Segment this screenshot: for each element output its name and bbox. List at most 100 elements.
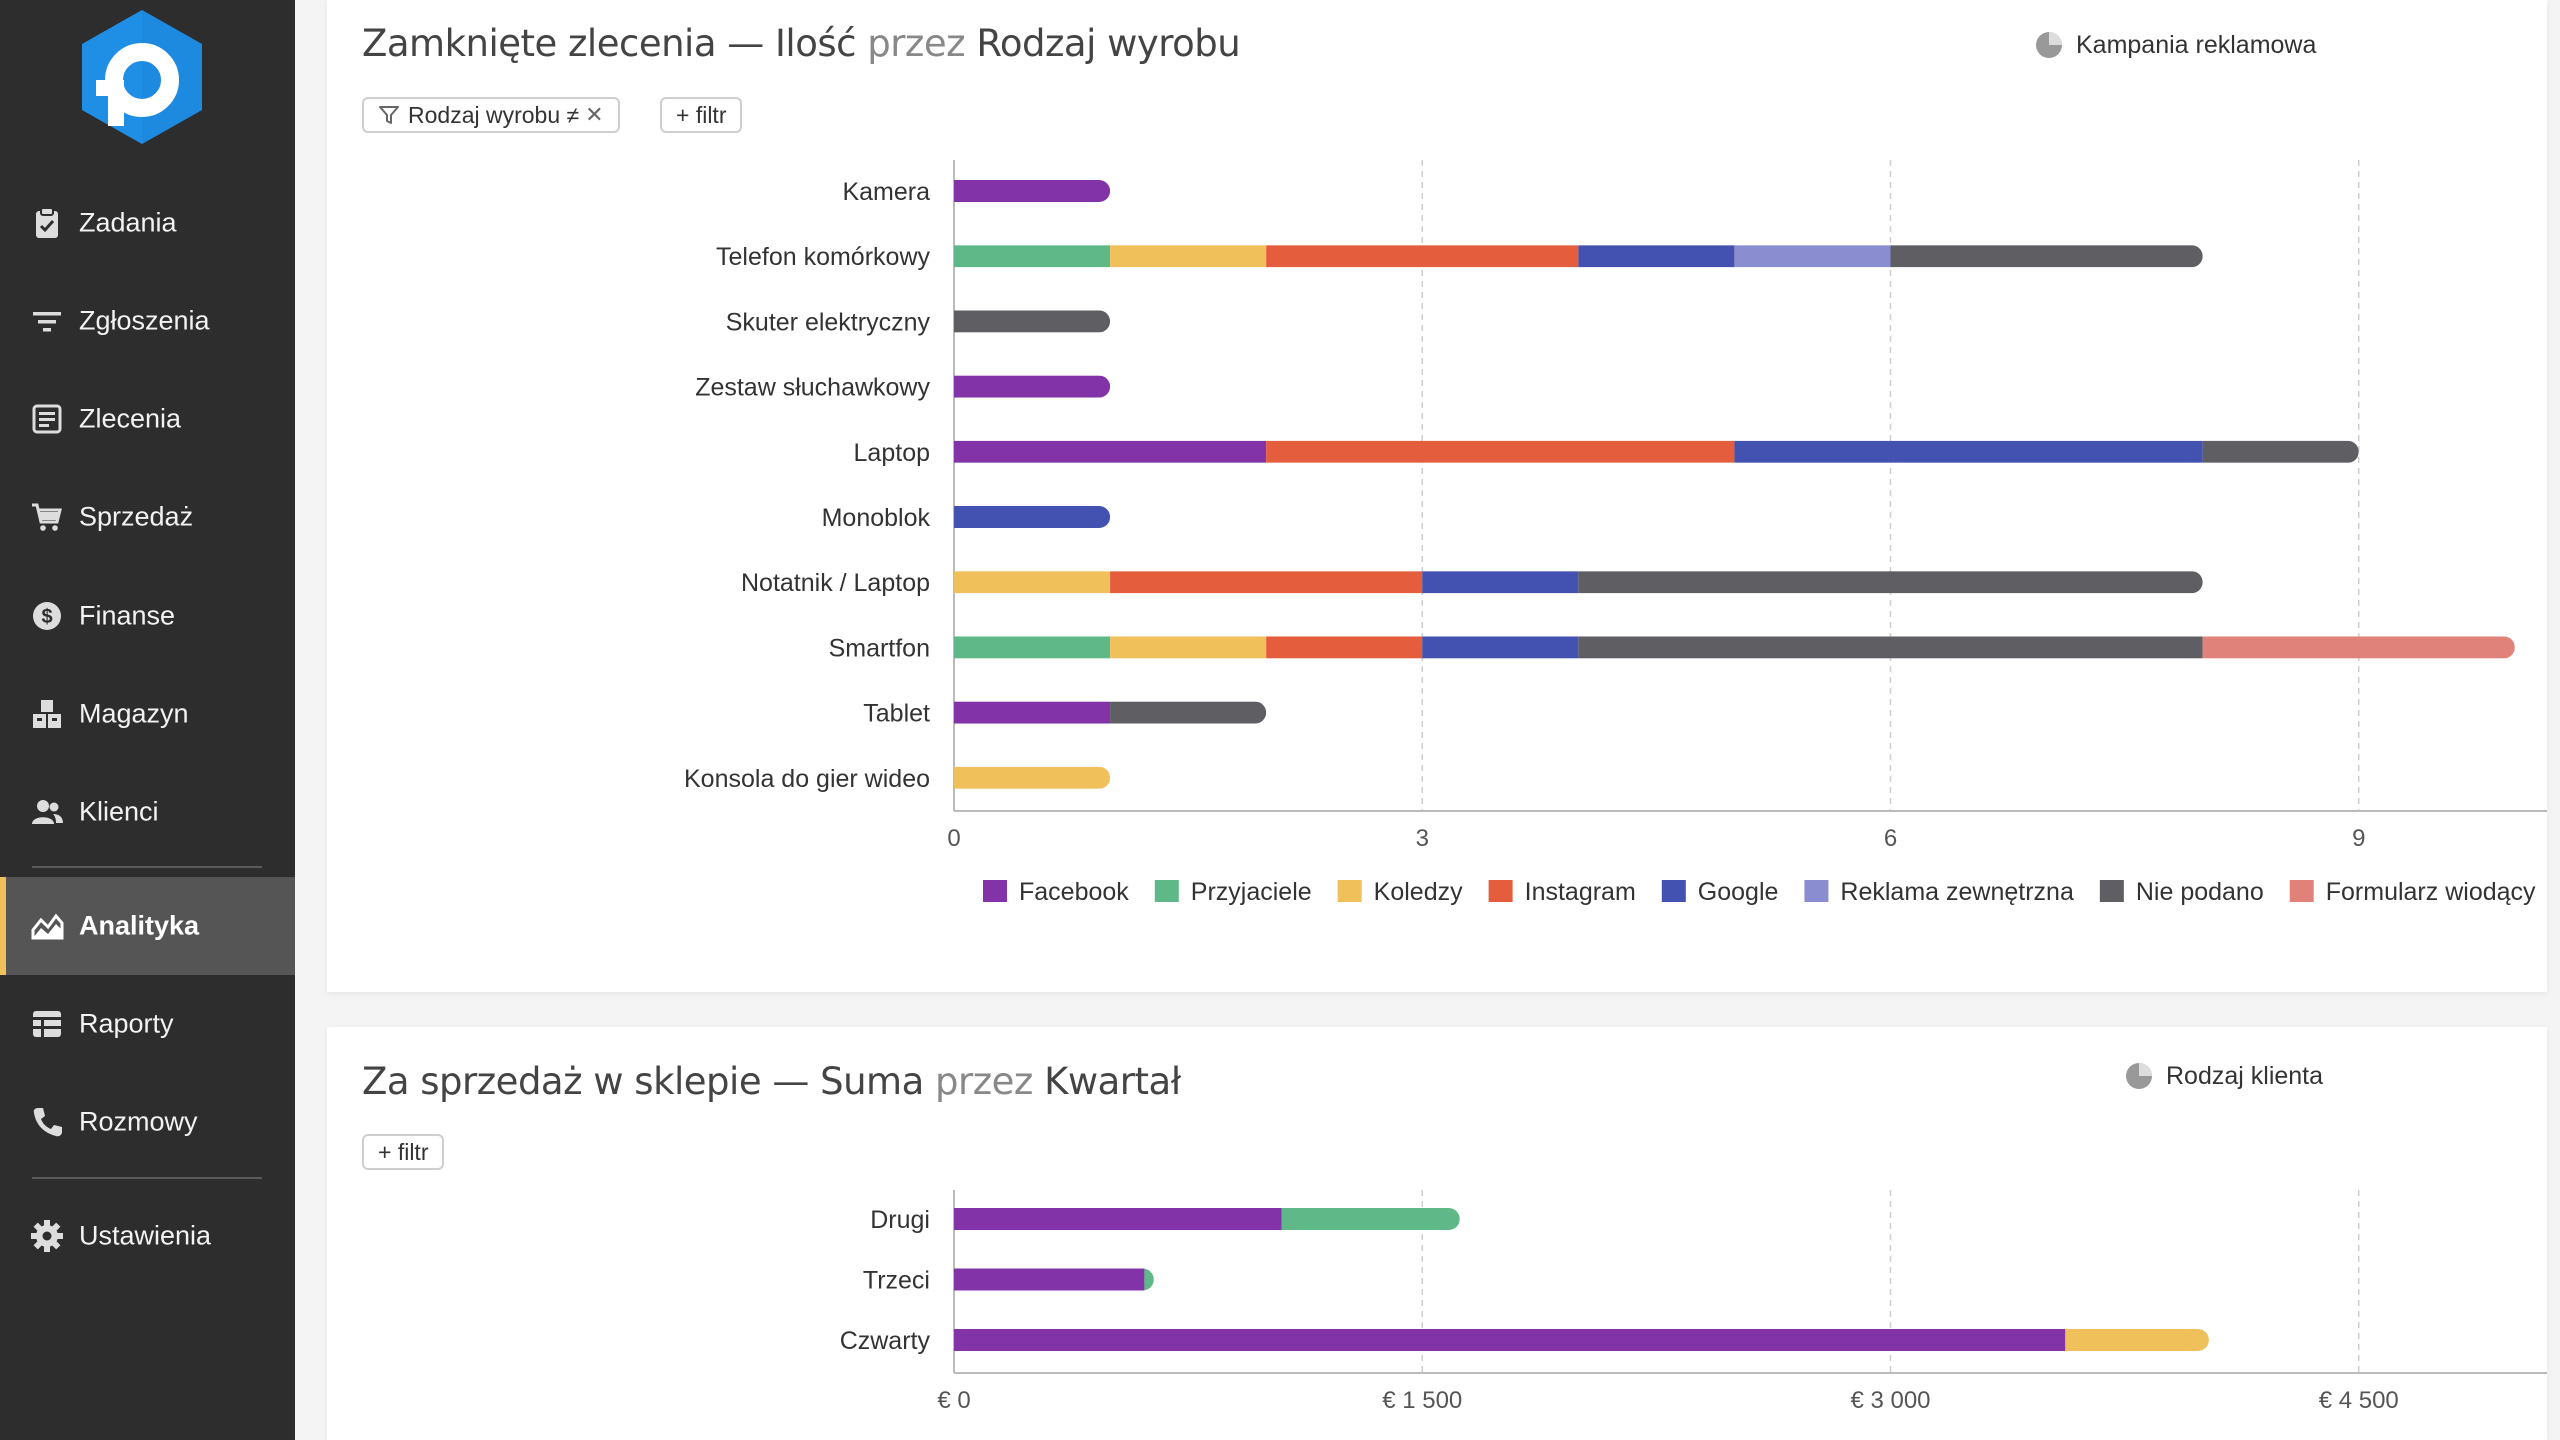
bar-row[interactable] bbox=[954, 1329, 2209, 1351]
legend-swatch bbox=[1488, 880, 1513, 902]
sidebar-item-ustawienia[interactable]: Ustawienia bbox=[0, 1187, 295, 1285]
card-title: Za sprzedaż w sklepie — Suma przez Kwart… bbox=[362, 1060, 1181, 1103]
legend-item[interactable]: Google bbox=[1661, 878, 1779, 906]
bar-segment[interactable] bbox=[954, 636, 1111, 659]
bar-segment[interactable] bbox=[1110, 245, 1267, 268]
chart-area-icon bbox=[31, 913, 64, 940]
add-filter-button[interactable]: + filtr bbox=[362, 1134, 445, 1170]
bar-row[interactable] bbox=[954, 440, 2359, 463]
bar-segment[interactable] bbox=[954, 571, 1111, 594]
sidebar-item-zlecenia[interactable]: Zlecenia bbox=[0, 370, 295, 468]
bar-segment[interactable] bbox=[954, 1208, 1282, 1230]
sidebar-divider bbox=[32, 866, 262, 868]
sidebar-item-rozmowy[interactable]: Rozmowy bbox=[0, 1073, 295, 1171]
bar-row[interactable] bbox=[954, 766, 1111, 789]
bar-segment[interactable] bbox=[1734, 245, 1891, 268]
sidebar-item-analityka[interactable]: Analityka bbox=[0, 877, 295, 975]
legend-item[interactable]: Reklama zewnętrzna bbox=[1804, 878, 2074, 906]
bar-segment[interactable] bbox=[954, 310, 1111, 333]
bar-segment[interactable] bbox=[1578, 636, 2203, 659]
legend-label: Google bbox=[1698, 878, 1779, 906]
document-icon bbox=[32, 404, 62, 434]
sidebar-item-label: Sprzedaż bbox=[79, 501, 194, 532]
legend-item[interactable]: Koledzy bbox=[1337, 878, 1463, 906]
bar-segment[interactable] bbox=[2202, 440, 2359, 463]
bar-segment[interactable] bbox=[954, 375, 1111, 398]
bar-segment[interactable] bbox=[954, 766, 1111, 789]
sidebar-item-zgłoszenia[interactable]: Zgłoszenia bbox=[0, 272, 295, 370]
bar-segment[interactable] bbox=[954, 180, 1111, 202]
bar-segment[interactable] bbox=[1110, 636, 1267, 659]
bar-segment[interactable] bbox=[1110, 571, 1423, 594]
title-dimension: Rodzaj wyrobu bbox=[976, 22, 1241, 65]
bar-segment[interactable] bbox=[1890, 245, 2203, 268]
bar-segment[interactable] bbox=[1266, 440, 1735, 463]
legend-item[interactable]: Instagram bbox=[1488, 878, 1636, 906]
bar-segment[interactable] bbox=[1422, 636, 1579, 659]
bar-segment[interactable] bbox=[954, 506, 1111, 528]
boxes-icon bbox=[33, 700, 61, 728]
y-category-label: Zestaw słuchawkowy bbox=[695, 374, 930, 402]
logo-icon[interactable] bbox=[78, 6, 206, 148]
sidebar-item-magazyn[interactable]: Magazyn bbox=[0, 665, 295, 763]
bar-segment[interactable] bbox=[954, 1329, 2066, 1351]
bar-segment[interactable] bbox=[954, 1268, 1145, 1291]
bar-segment[interactable] bbox=[954, 701, 1111, 724]
sidebar-item-raporty[interactable]: Raporty bbox=[0, 975, 295, 1073]
bar-row[interactable] bbox=[954, 1208, 1460, 1230]
y-category-label: Skuter elektryczny bbox=[726, 308, 931, 336]
bar-row[interactable] bbox=[954, 180, 1111, 202]
legend-item[interactable]: Formularz wiodący bbox=[2289, 878, 2536, 906]
legend-item[interactable]: Facebook bbox=[983, 878, 1129, 906]
bar-segment[interactable] bbox=[2065, 1329, 2209, 1351]
bar-segment[interactable] bbox=[1266, 245, 1579, 268]
bar-row[interactable] bbox=[954, 506, 1111, 528]
legend-swatch bbox=[2099, 880, 2124, 902]
add-filter-label: + filtr bbox=[378, 1138, 429, 1165]
bar-row[interactable] bbox=[954, 310, 1111, 333]
legend-label: Koledzy bbox=[1374, 878, 1463, 906]
bar-segment[interactable] bbox=[1422, 571, 1579, 594]
sidebar-item-finanse[interactable]: $ Finanse bbox=[0, 567, 295, 665]
legend-label: Formularz wiodący bbox=[2326, 878, 2536, 906]
bar-segment[interactable] bbox=[1281, 1208, 1460, 1230]
bar-segment[interactable] bbox=[954, 440, 1267, 463]
y-category-label: Monoblok bbox=[822, 504, 931, 532]
bar-row[interactable] bbox=[954, 1268, 1154, 1291]
sidebar-item-label: Zgłoszenia bbox=[79, 305, 210, 336]
bar-segment[interactable] bbox=[954, 245, 1111, 268]
sidebar-item-klienci[interactable]: Klienci bbox=[0, 763, 295, 861]
sidebar-item-label: Zlecenia bbox=[79, 403, 182, 434]
legend-item[interactable]: Przyjaciele bbox=[1154, 878, 1312, 906]
group-by-selector[interactable]: Kampania reklamowa bbox=[2034, 30, 2316, 60]
bar-segment[interactable] bbox=[2202, 636, 2515, 659]
bar-segment[interactable] bbox=[1734, 440, 2203, 463]
legend-item[interactable]: Nie podano bbox=[2099, 878, 2264, 906]
gear-icon bbox=[31, 1220, 63, 1252]
bar-row[interactable] bbox=[954, 636, 2515, 659]
phone-icon bbox=[33, 1108, 62, 1137]
legend-swatch bbox=[1337, 880, 1362, 902]
group-by-selector[interactable]: Rodzaj klienta bbox=[2124, 1061, 2323, 1091]
bar-segment[interactable] bbox=[1578, 571, 2203, 594]
title-by: przez bbox=[935, 1060, 1033, 1103]
table-icon bbox=[33, 1011, 61, 1037]
bar-segment[interactable] bbox=[1110, 701, 1267, 724]
bar-segment[interactable] bbox=[1144, 1268, 1154, 1291]
sidebar-item-zadania[interactable]: Zadania bbox=[0, 174, 295, 272]
close-icon[interactable]: ✕ bbox=[585, 102, 604, 127]
bar-segment[interactable] bbox=[1578, 245, 1735, 268]
legend-swatch bbox=[983, 880, 1007, 902]
add-filter-button[interactable]: + filtr bbox=[660, 97, 743, 133]
filter-chip-product-type[interactable]: Rodzaj wyrobu ≠ ✕ bbox=[362, 97, 620, 133]
sidebar-item-label: Magazyn bbox=[79, 698, 189, 729]
bar-row[interactable] bbox=[954, 375, 1111, 398]
bar-row[interactable] bbox=[954, 571, 2203, 594]
bar-row[interactable] bbox=[954, 701, 1267, 724]
sidebar-item-label: Raporty bbox=[79, 1008, 174, 1039]
bar-segment[interactable] bbox=[1266, 636, 1423, 659]
bar-row[interactable] bbox=[954, 245, 2203, 268]
x-tick-label: 9 bbox=[2352, 825, 2365, 852]
x-tick-label: € 0 bbox=[937, 1387, 970, 1414]
sidebar-item-sprzedaż[interactable]: Sprzedaż bbox=[0, 468, 295, 566]
